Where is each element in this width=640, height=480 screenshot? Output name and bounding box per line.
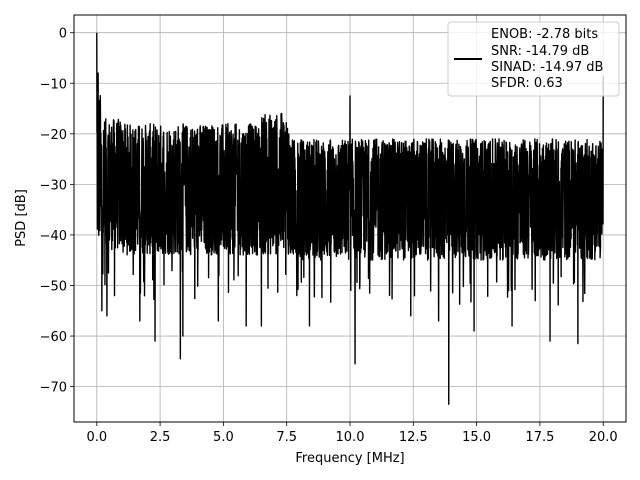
- legend-entry-sinad: SINAD: -14.97 dB: [491, 60, 603, 75]
- x-tick-label: 2.5: [150, 430, 171, 445]
- y-tick-label: −60: [40, 330, 67, 345]
- x-tick-label: 20.0: [589, 430, 618, 445]
- x-tick-label: 7.5: [276, 430, 297, 445]
- x-tick-label: 15.0: [462, 430, 491, 445]
- y-tick-label: −20: [40, 128, 67, 143]
- x-tick-label: 17.5: [525, 430, 554, 445]
- y-tick-labels: 0 −10 −20 −30 −40 −50 −60 −70: [40, 27, 67, 396]
- y-tick-label: −50: [40, 279, 67, 294]
- y-axis-label: PSD [dB]: [14, 189, 29, 247]
- x-tick-label: 5.0: [213, 430, 234, 445]
- y-tick-label: −40: [40, 229, 67, 244]
- axis-ticks: [70, 32, 604, 426]
- y-tick-label: −30: [40, 178, 67, 193]
- x-axis-label: Frequency [MHz]: [295, 451, 404, 466]
- y-tick-label: −70: [40, 381, 67, 396]
- x-tick-label: 0.0: [86, 430, 107, 445]
- x-tick-label: 12.5: [399, 430, 428, 445]
- legend-box: [447, 21, 620, 97]
- y-tick-label: −10: [40, 77, 67, 92]
- x-tick-label: 10.0: [336, 430, 365, 445]
- x-tick-labels: 0.0 2.5 5.0 7.5 10.0 12.5 15.0 17.5 20.0: [86, 430, 617, 445]
- legend: ENOB: -2.78 bits SNR: -14.79 dB SINAD: -…: [447, 21, 620, 97]
- legend-entry-sfdr: SFDR: 0.63: [491, 76, 563, 91]
- y-tick-label: 0: [59, 27, 67, 42]
- legend-entry-snr: SNR: -14.79 dB: [491, 44, 589, 59]
- psd-trace: [96, 32, 604, 405]
- legend-entry-enob: ENOB: -2.78 bits: [491, 27, 598, 42]
- psd-series-line: [96, 32, 604, 405]
